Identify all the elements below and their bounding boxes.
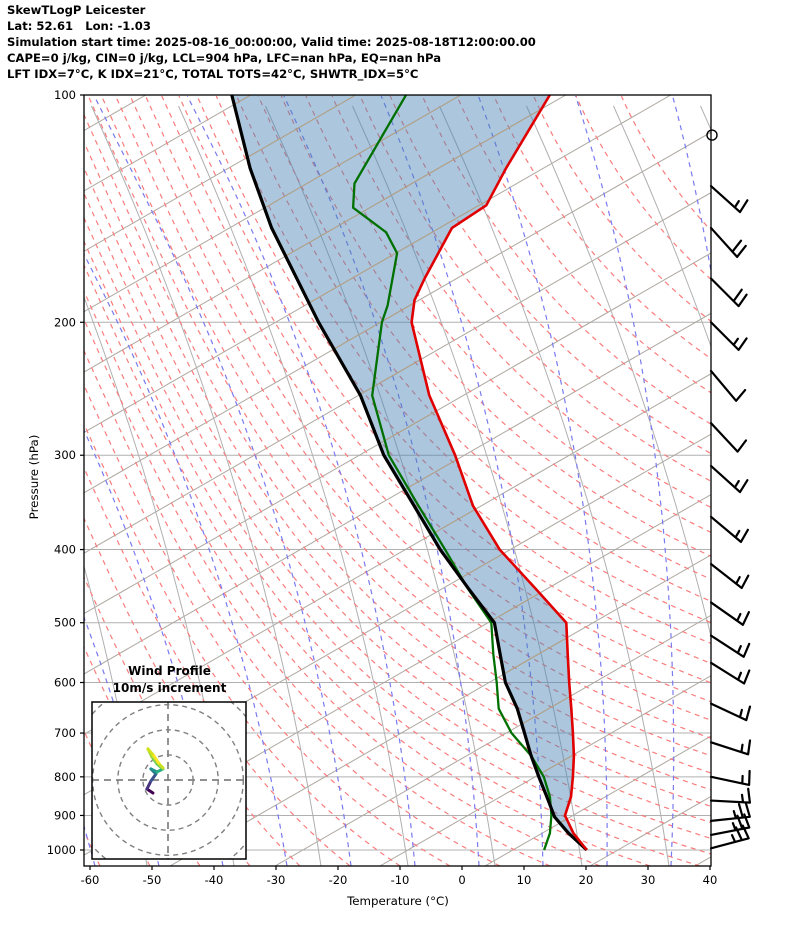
- wind-barb: [709, 422, 748, 453]
- wind-barb: [709, 321, 748, 351]
- wind-barb: [709, 661, 751, 685]
- header-cape-line: CAPE=0 j/kg, CIN=0 j/kg, LCL=904 hPa, LF…: [7, 50, 442, 65]
- svg-text:300: 300: [54, 448, 76, 462]
- hodograph-title: Wind Profile 10m/s increment: [92, 663, 247, 696]
- svg-text:10: 10: [517, 873, 532, 887]
- hodograph-trace-segment: [158, 763, 165, 770]
- svg-text:1000: 1000: [47, 843, 76, 857]
- wind-barb: [709, 634, 751, 658]
- hodograph-inset: [91, 701, 247, 860]
- svg-text:100: 100: [54, 88, 76, 102]
- hodograph-title-line2: 10m/s increment: [112, 680, 227, 695]
- y-axis-label-wrap: Pressure (hPa): [22, 410, 46, 550]
- svg-text:400: 400: [54, 543, 76, 557]
- svg-text:-60: -60: [81, 873, 100, 887]
- wind-barb: [709, 464, 749, 494]
- svg-text:20: 20: [579, 873, 594, 887]
- wind-barb: [709, 226, 747, 258]
- wind-barb: [709, 787, 751, 804]
- wind-barb: [709, 769, 751, 786]
- wind-barb: [709, 277, 748, 308]
- svg-text:-40: -40: [205, 873, 224, 887]
- y-axis-label: Pressure (hPa): [27, 434, 41, 520]
- svg-text:40: 40: [703, 873, 718, 887]
- cin-shading: [231, 95, 587, 850]
- wind-barb: [709, 184, 749, 214]
- wind-barbs: [706, 129, 752, 850]
- svg-text:-50: -50: [143, 873, 162, 887]
- wind-barb: [709, 813, 751, 837]
- wind-barb: [709, 562, 750, 590]
- x-axis-label: Temperature (°C): [347, 894, 449, 908]
- svg-text:500: 500: [54, 616, 76, 630]
- svg-text:800: 800: [54, 770, 76, 784]
- hodograph-content: [92, 702, 246, 859]
- svg-text:-20: -20: [329, 873, 348, 887]
- svg-text:600: 600: [54, 676, 76, 690]
- svg-text:900: 900: [54, 808, 76, 822]
- wind-barb: [709, 369, 747, 402]
- wind-barb: [709, 702, 752, 722]
- sounding-profiles: [230, 95, 588, 852]
- wind-barb: [709, 515, 749, 543]
- wind-barb: [709, 824, 750, 850]
- svg-text:30: 30: [641, 873, 656, 887]
- svg-text:700: 700: [54, 726, 76, 740]
- calm-wind-circle: [706, 129, 718, 141]
- header-times: Simulation start time: 2025-08-16_00:00:…: [7, 34, 536, 49]
- header-block: SkewTLogP Leicester Lat: 52.61 Lon: -1.0…: [7, 3, 536, 83]
- temperature-profile: [410, 95, 588, 851]
- svg-text:200: 200: [54, 315, 76, 329]
- hodograph-trace-segment: [152, 754, 162, 767]
- parcel-profile: [230, 95, 588, 852]
- hodograph-title-line1: Wind Profile: [128, 664, 211, 678]
- wind-barb: [709, 802, 751, 822]
- header-indices-line: LFT IDX=7°C, K IDX=21°C, TOTAL TOTS=42°C…: [7, 66, 419, 81]
- wind-barb: [709, 739, 752, 756]
- moist-adiabat-lines: [84, 95, 711, 866]
- svg-text:0: 0: [458, 873, 465, 887]
- wind-barb: [709, 601, 750, 626]
- svg-text:-10: -10: [391, 873, 410, 887]
- hodograph-trace-segment: [146, 747, 156, 758]
- header-title: SkewTLogP Leicester: [7, 3, 146, 17]
- svg-text:-30: -30: [267, 873, 286, 887]
- header-latlon: Lat: 52.61 Lon: -1.03: [7, 18, 151, 33]
